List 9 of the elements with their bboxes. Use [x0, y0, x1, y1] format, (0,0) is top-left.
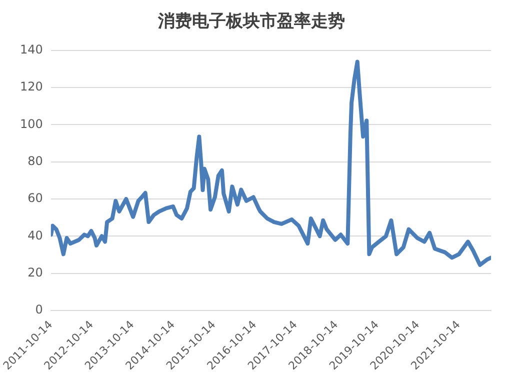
y-tick-label: 100 [20, 116, 43, 131]
chart-title: 消费电子板块市盈率走势 [157, 12, 345, 32]
y-tick-label: 80 [28, 154, 43, 168]
y-tick-label: 140 [20, 42, 43, 57]
y-tick-label: 40 [28, 228, 43, 242]
y-tick-label: 0 [35, 302, 43, 317]
y-tick-label: 120 [20, 80, 43, 94]
y-tick-label: 20 [28, 265, 43, 280]
y-tick-label: 60 [28, 191, 43, 206]
